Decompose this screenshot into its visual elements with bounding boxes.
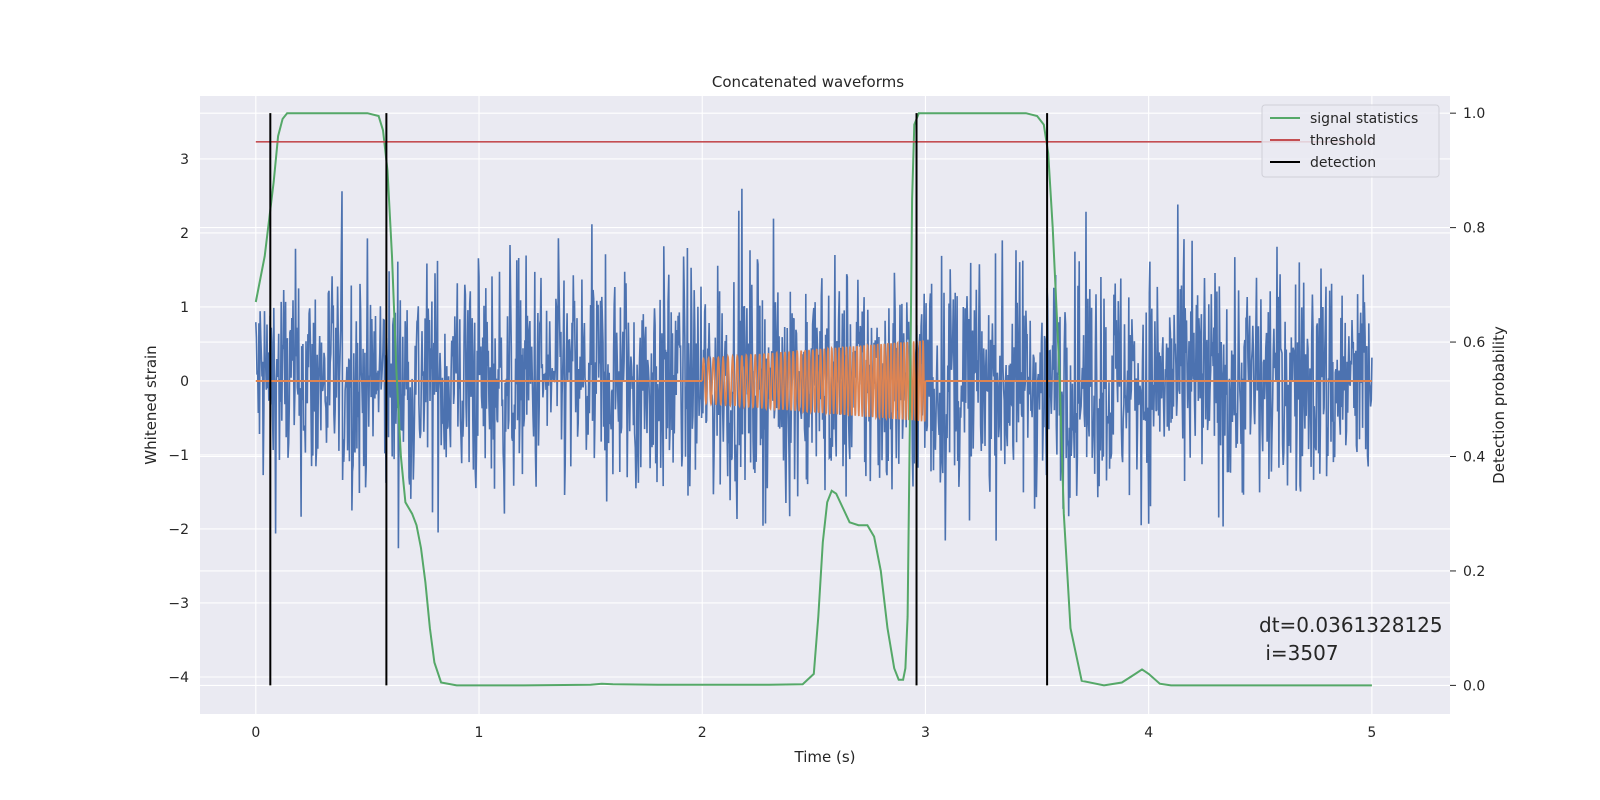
y-axis-label: Whitened strain (142, 345, 160, 464)
legend-label: threshold (1310, 133, 1376, 149)
y-right-tick-label: 0.8 (1463, 221, 1485, 237)
y-tick-label: 3 (180, 152, 189, 168)
x-axis-label: Time (s) (794, 748, 856, 766)
legend-label: detection (1310, 155, 1376, 171)
x-tick-label: 4 (1144, 725, 1153, 741)
x-tick-label: 1 (475, 725, 484, 741)
x-tick-label: 5 (1367, 725, 1376, 741)
y-tick-label: −3 (168, 596, 189, 612)
plot-content (254, 112, 1373, 687)
y-tick-label: −4 (168, 670, 189, 686)
y-axis-left: −4 −3 −2 −1 0 1 2 3 (168, 152, 189, 686)
y-tick-label: 2 (180, 226, 189, 242)
y-tick-label: −2 (168, 522, 189, 538)
y-right-tick-label: 0.6 (1463, 335, 1485, 351)
y-right-tick-label: 0.2 (1463, 564, 1485, 580)
x-tick-label: 3 (921, 725, 930, 741)
x-axis: 0 1 2 3 4 5 (251, 725, 1376, 741)
legend-box (1261, 104, 1440, 178)
y-right-tick-label: 0.4 (1463, 450, 1485, 466)
y-tick-label: −1 (168, 448, 189, 464)
y-axis-right: 0.0 0.2 0.4 0.6 0.8 1.0 (1450, 106, 1485, 694)
legend-label: signal statistics (1310, 111, 1418, 127)
annotation-dt: dt=0.0361328125 (1259, 613, 1443, 637)
chart-title: Concatenated waveforms (712, 73, 904, 91)
y-right-tick-label: 1.0 (1463, 106, 1485, 122)
signal-statistics-line (254, 112, 1372, 687)
y-tick-label: 1 (180, 300, 189, 316)
legend: signal statistics threshold detection (1261, 104, 1440, 178)
x-tick-label: 0 (251, 725, 260, 741)
injected-signal-chirp (701, 339, 927, 422)
strain-series (255, 188, 1373, 549)
y-axis-right-label: Detection probability (1490, 326, 1508, 484)
y-right-tick-label: 0.0 (1463, 678, 1485, 694)
annotation-i: i=3507 (1259, 641, 1339, 665)
y-tick-label: 0 (180, 374, 189, 390)
x-tick-label: 2 (698, 725, 707, 741)
